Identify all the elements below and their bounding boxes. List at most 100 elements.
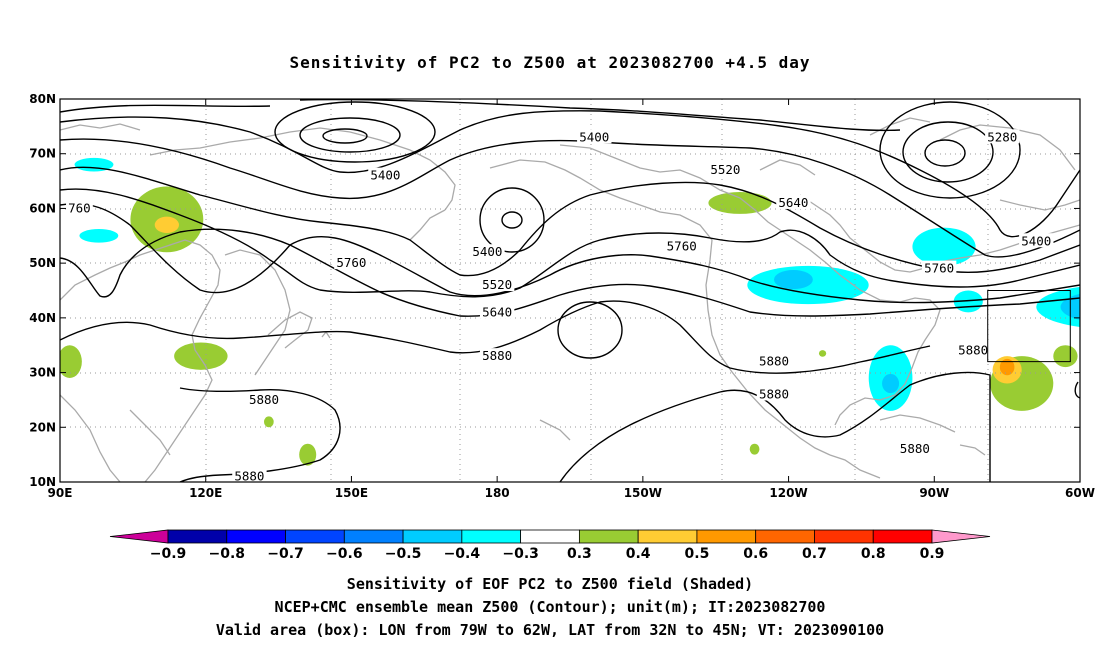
colorbar-segment-11 <box>814 529 874 544</box>
colorbar-segment-10 <box>755 529 815 544</box>
colorbar-segment-8 <box>637 529 698 544</box>
colorbar-tick-label-2: −0.7 <box>267 546 304 562</box>
colorbar-tick-label-5: −0.4 <box>444 546 481 562</box>
colorbar-segment-2 <box>285 529 345 544</box>
lat-tick-label-1: 70N <box>29 147 56 161</box>
map-area: 5400 5280 5400 5520 5640 760 5400 5400 5760 5760 5… <box>60 99 1100 482</box>
colorbar-tick-label-13: 0.9 <box>920 546 945 562</box>
shaded-area-8 <box>708 192 772 214</box>
colorbar-segment-1 <box>226 529 286 544</box>
colorbar-tick-label-11: 0.7 <box>802 546 827 562</box>
contour-label-bg-9 <box>334 255 369 270</box>
contour-label-12: 5640 <box>482 304 512 319</box>
contour-label-bg-10 <box>921 260 957 275</box>
colorbar-tick-label-7: 0.3 <box>567 546 592 562</box>
contour-label-1: 5280 <box>987 129 1017 144</box>
colorbar-tick-label-10: 0.6 <box>743 546 768 562</box>
contour-label-bg-0 <box>577 129 612 144</box>
contour-label-bg-19 <box>232 468 267 482</box>
lon-tick-label-0: 90E <box>48 486 73 500</box>
shaded-area-16 <box>749 443 760 455</box>
contour-label-4: 5640 <box>778 195 808 210</box>
colorbar-segment-6 <box>520 529 580 544</box>
lon-tick-label-7: 60W <box>1065 486 1095 500</box>
figure-title: Sensitivity of PC2 to Z500 at 2023082700… <box>289 53 810 72</box>
colorbar-tick-label-4: −0.5 <box>385 546 422 562</box>
colorbar-segment-4 <box>402 529 463 544</box>
shaded-area-6 <box>264 416 274 428</box>
contour-label-bg-6 <box>1019 233 1054 248</box>
lon-tick-label-3: 180 <box>485 486 510 500</box>
contour-label-bg-12 <box>479 304 515 319</box>
colorbar-segment-0 <box>167 529 228 544</box>
contour-label-bg-4 <box>776 194 811 209</box>
shaded-area-15 <box>818 350 827 357</box>
lat-tick-label-3: 50N <box>29 256 56 270</box>
contour-label-0: 5400 <box>579 129 609 144</box>
lon-tick-label-4: 150W <box>624 486 662 500</box>
contour-label-9: 5760 <box>336 255 366 270</box>
lon-tick-label-6: 90W <box>919 486 949 500</box>
contour-label-5: 760 <box>68 200 91 215</box>
contour-label-15: 5880 <box>759 354 789 369</box>
lat-tick-label-0: 80N <box>29 92 56 106</box>
lat-tick-label-6: 20N <box>29 420 56 434</box>
lat-tick-label-4: 40N <box>29 311 56 325</box>
lat-tick-label-7: 10N <box>29 475 56 489</box>
contour-label-bg-5 <box>66 200 93 215</box>
colorbar-tick-label-1: −0.8 <box>209 546 246 562</box>
shaded-area-5 <box>174 342 228 370</box>
colorbar-tick-label-6: −0.3 <box>502 546 539 562</box>
caption-line-1: Sensitivity of EOF PC2 to Z500 field (Sh… <box>346 575 754 593</box>
contour-label-bg-17 <box>246 391 282 406</box>
lon-tick-label-2: 150E <box>335 486 368 500</box>
colorbar-tick-label-9: 0.5 <box>685 546 710 562</box>
colorbar-high-triangle <box>931 529 991 544</box>
contour-label-8: 5760 <box>667 239 697 254</box>
shaded-area-3 <box>154 216 180 234</box>
contour-label-bg-7 <box>470 244 505 259</box>
colorbar-segment-7 <box>578 529 639 544</box>
colorbar-tick-label-3: −0.6 <box>326 546 363 562</box>
colorbar-segment-9 <box>696 529 757 544</box>
contour-labels: 5400 5280 5400 5520 5640 760 5400 5400 5760 5760 5… <box>66 129 1054 482</box>
colorbar-tick-label-8: 0.4 <box>626 546 651 562</box>
contour-label-18: 5880 <box>900 441 930 456</box>
contour-label-6: 5400 <box>1021 233 1051 248</box>
lat-tick-label-5: 30N <box>29 366 56 380</box>
shaded-area-23 <box>1095 300 1100 319</box>
map-frame <box>59 98 1081 483</box>
shaded-area-1 <box>79 228 119 243</box>
contour-label-bg-14 <box>479 348 515 363</box>
shaded-area-21 <box>1036 286 1080 327</box>
contour-label-11: 5520 <box>482 277 512 292</box>
colorbar-segment-5 <box>461 529 522 544</box>
shaded-area-20 <box>1053 345 1078 368</box>
valid-area-box <box>987 290 1071 363</box>
contour-label-16: 5880 <box>759 386 789 401</box>
contour-label-3: 5520 <box>710 162 740 177</box>
colorbar-tick-label-12: 0.8 <box>861 546 886 562</box>
contour-label-bg-13 <box>955 342 991 357</box>
contour-label-bg-11 <box>479 277 515 292</box>
caption-line-3: Valid area (box): LON from 79W to 62W, L… <box>215 621 885 639</box>
contour-label-13: 5880 <box>958 343 988 358</box>
caption-line-2: NCEP+CMC ensemble mean Z500 (Contour); u… <box>274 598 826 616</box>
contour-label-14: 5880 <box>482 348 512 363</box>
contour-label-bg-15 <box>756 353 792 368</box>
sensitivity-shading <box>60 157 1100 466</box>
contour-label-17: 5880 <box>249 392 279 407</box>
shaded-area-7 <box>299 443 317 466</box>
contour-label-10: 5760 <box>924 261 954 276</box>
shaded-area-11 <box>912 227 976 266</box>
contour-label-bg-8 <box>664 238 699 253</box>
colorbar-segment-3 <box>343 529 404 544</box>
shaded-area-14 <box>882 373 900 394</box>
contour-label-bg-1 <box>985 129 1020 144</box>
shaded-area-19 <box>999 358 1015 376</box>
lat-tick-label-2: 60N <box>29 201 56 215</box>
colorbar-tick-label-0: −0.9 <box>150 546 187 562</box>
colorbar-low-triangle <box>109 529 169 544</box>
